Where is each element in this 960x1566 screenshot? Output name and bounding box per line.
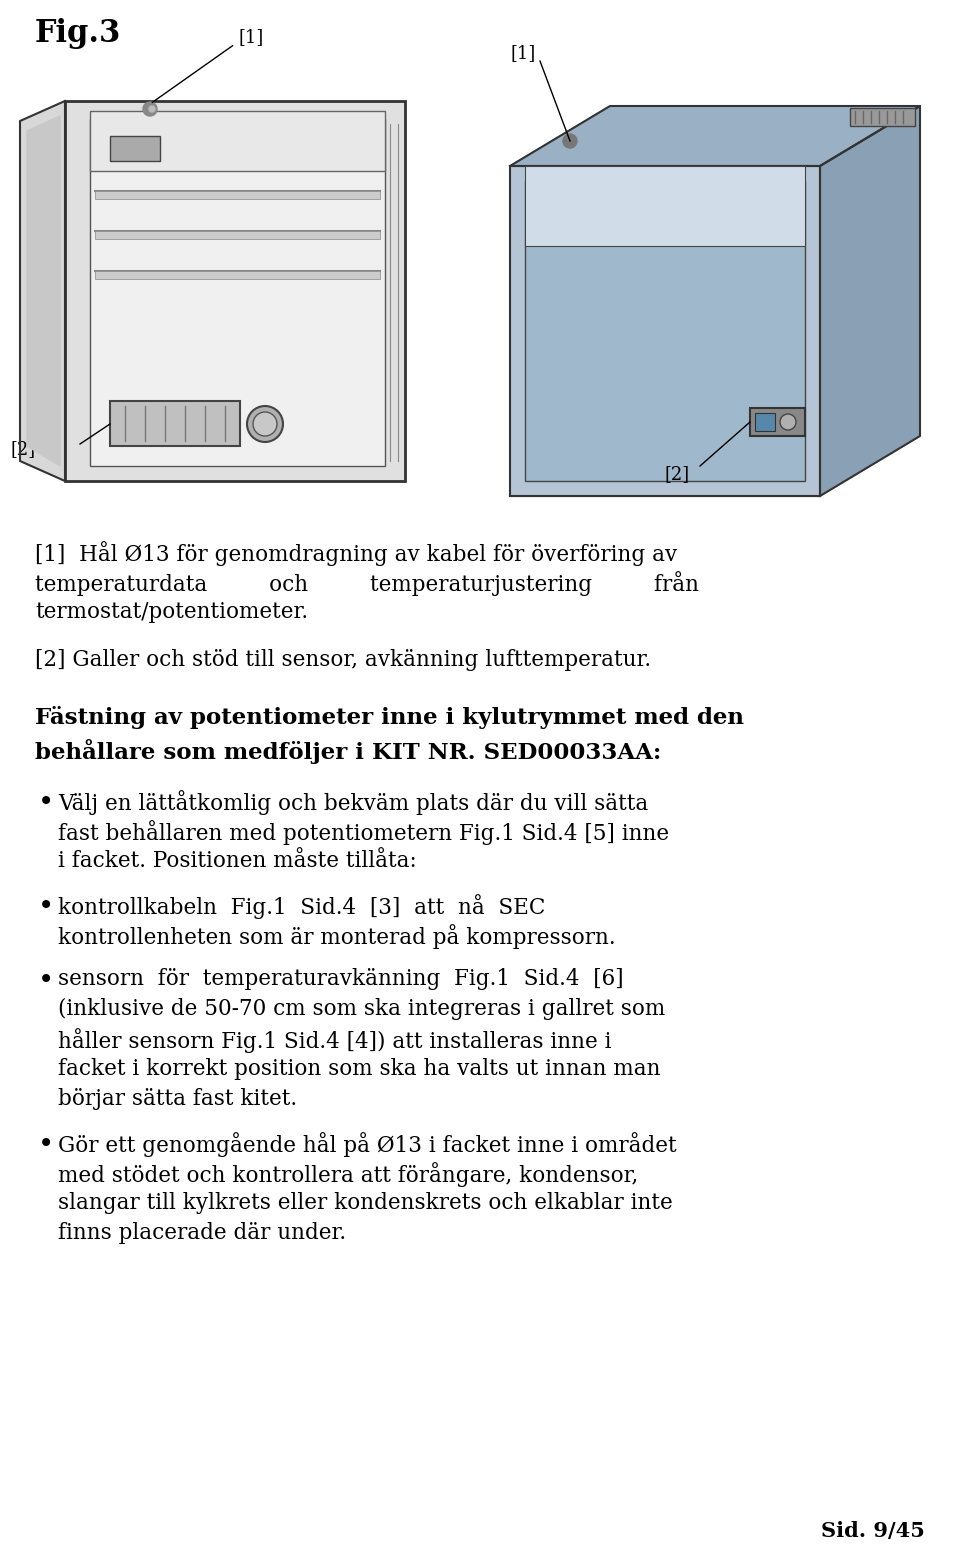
- Circle shape: [149, 106, 155, 113]
- Bar: [95, 232, 380, 240]
- Text: finns placerade där under.: finns placerade där under.: [58, 1221, 347, 1243]
- Bar: [755, 413, 775, 431]
- Text: sensorn  för  temperaturavkänning  Fig.1  Sid.4  [6]: sensorn för temperaturavkänning Fig.1 Si…: [58, 968, 624, 990]
- Bar: [850, 108, 915, 125]
- Bar: [525, 166, 805, 246]
- Polygon shape: [820, 106, 920, 496]
- Polygon shape: [510, 166, 820, 496]
- Polygon shape: [27, 116, 60, 467]
- Text: Fig.3: Fig.3: [35, 17, 121, 49]
- Circle shape: [780, 413, 796, 431]
- Text: håller sensorn Fig.1 Sid.4 [4]) att installeras inne i: håller sensorn Fig.1 Sid.4 [4]) att inst…: [58, 1027, 612, 1052]
- Text: behållare som medföljer i KIT NR. SED00033AA:: behållare som medföljer i KIT NR. SED000…: [35, 739, 661, 764]
- Text: (inklusive de 50-70 cm som ska integreras i gallret som: (inklusive de 50-70 cm som ska integrera…: [58, 998, 665, 1019]
- Bar: [750, 409, 805, 435]
- Text: slangar till kylkrets eller kondenskrets och elkablar inte: slangar till kylkrets eller kondenskrets…: [58, 1192, 673, 1214]
- Text: •: •: [38, 1132, 55, 1159]
- Text: temperaturdata         och         temperaturjustering         från: temperaturdata och temperaturjustering f…: [35, 572, 699, 597]
- Text: [1]: [1]: [510, 44, 536, 63]
- Bar: [65, 100, 405, 481]
- Text: kontrollenheten som är monterad på kompressorn.: kontrollenheten som är monterad på kompr…: [58, 924, 615, 949]
- Text: fast behållaren med potentiometern Fig.1 Sid.4 [5] inne: fast behållaren med potentiometern Fig.1…: [58, 821, 669, 846]
- Circle shape: [563, 135, 577, 149]
- Polygon shape: [20, 100, 65, 481]
- Text: •: •: [38, 789, 55, 817]
- Bar: [490, 77, 930, 506]
- Text: termostat/potentiometer.: termostat/potentiometer.: [35, 601, 308, 623]
- Circle shape: [253, 412, 277, 435]
- Text: [2]: [2]: [665, 465, 690, 482]
- Text: med stödet och kontrollera att förångare, kondensor,: med stödet och kontrollera att förångare…: [58, 1162, 638, 1187]
- Bar: [90, 119, 385, 467]
- Bar: [110, 136, 160, 161]
- Text: [1]  Hål Ø13 för genomdragning av kabel för överföring av: [1] Hål Ø13 för genomdragning av kabel f…: [35, 540, 677, 565]
- Text: Gör ett genomgående hål på Ø13 i facket inne i området: Gör ett genomgående hål på Ø13 i facket …: [58, 1132, 677, 1157]
- Text: •: •: [38, 894, 55, 921]
- Text: [1]: [1]: [238, 28, 263, 45]
- Circle shape: [143, 102, 157, 116]
- Text: Sid. 9/45: Sid. 9/45: [821, 1521, 925, 1541]
- Text: [2]: [2]: [10, 440, 36, 457]
- Text: börjar sätta fast kitet.: börjar sätta fast kitet.: [58, 1088, 298, 1110]
- Bar: [90, 111, 385, 171]
- Bar: [95, 271, 380, 279]
- Text: Välj en lättåtkomlig och bekväm plats där du vill sätta: Välj en lättåtkomlig och bekväm plats dä…: [58, 789, 648, 814]
- Bar: [95, 191, 380, 199]
- Text: •: •: [38, 968, 55, 994]
- Polygon shape: [510, 106, 920, 166]
- Circle shape: [247, 406, 283, 442]
- Text: [2] Galler och stöd till sensor, avkänning lufttemperatur.: [2] Galler och stöd till sensor, avkänni…: [35, 648, 651, 670]
- Text: Fästning av potentiometer inne i kylutrymmet med den: Fästning av potentiometer inne i kylutry…: [35, 706, 744, 730]
- Text: facket i korrekt position som ska ha valts ut innan man: facket i korrekt position som ska ha val…: [58, 1059, 660, 1081]
- Bar: [35, 77, 430, 517]
- Bar: [525, 182, 805, 481]
- Bar: [110, 401, 240, 446]
- Text: kontrollkabeln  Fig.1  Sid.4  [3]  att  nå  SEC: kontrollkabeln Fig.1 Sid.4 [3] att nå SE…: [58, 894, 545, 919]
- Text: i facket. Positionen måste tillåta:: i facket. Positionen måste tillåta:: [58, 850, 417, 872]
